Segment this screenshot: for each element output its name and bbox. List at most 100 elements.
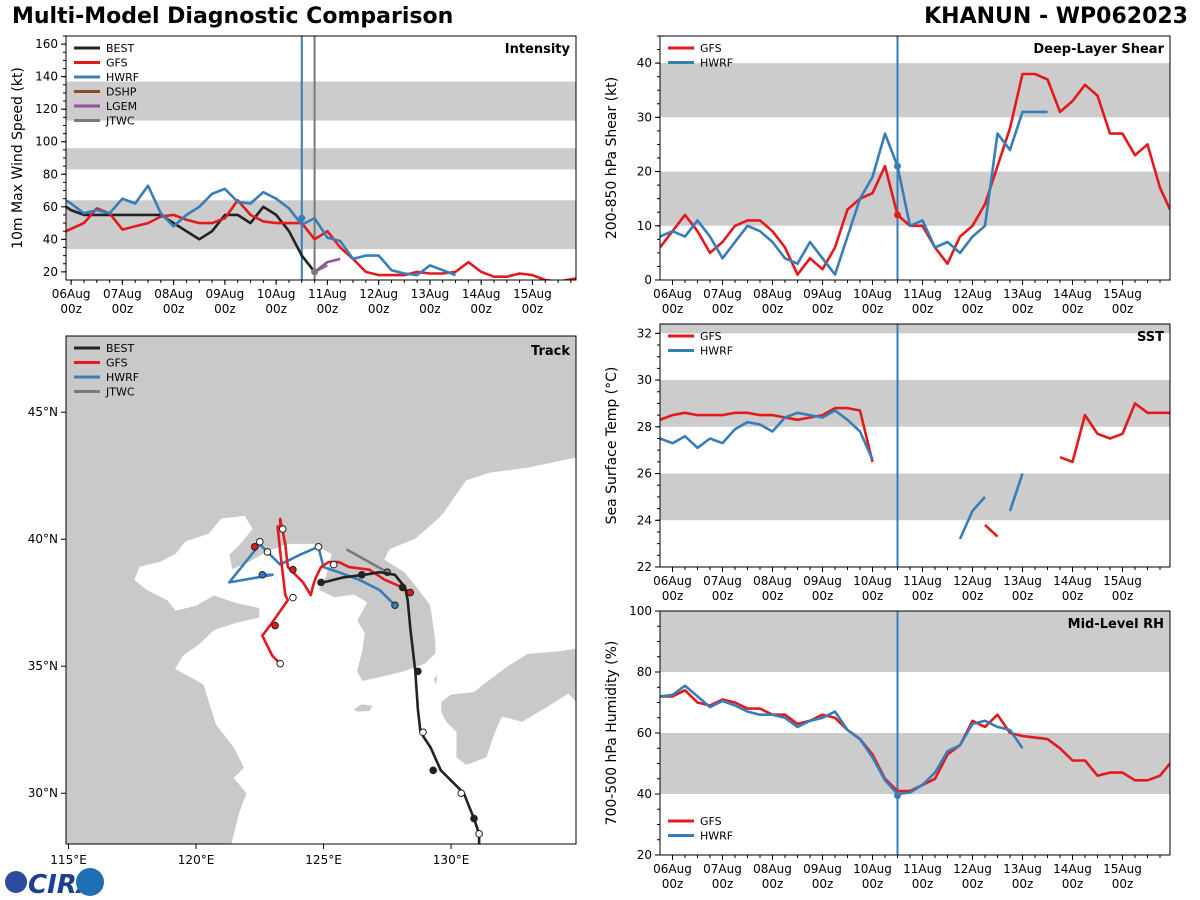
intensity-ytick-label: 120	[35, 102, 58, 116]
sst-xtick-label-date: 07Aug	[703, 574, 742, 588]
land-3	[432, 672, 439, 689]
shear-xtick-label-hour: 00z	[1112, 302, 1134, 316]
sst-xtick-label-hour: 00z	[712, 589, 734, 603]
intensity-xtick-label-date: 09Aug	[206, 287, 245, 301]
track-point-best	[419, 728, 427, 737]
sst-xtick-label-date: 12Aug	[953, 574, 992, 588]
cira-logo: CIRA	[5, 868, 104, 900]
shear-xtick-label-date: 07Aug	[703, 287, 742, 301]
shear-xtick-label-date: 08Aug	[753, 287, 792, 301]
intensity-xtick-label-hour: 00z	[368, 302, 390, 316]
rh-xtick-label-date: 09Aug	[803, 862, 842, 876]
track-point-hwrf	[391, 601, 399, 610]
rh-xtick-label-hour: 00z	[1012, 877, 1034, 891]
shear-xtick-label-date: 13Aug	[1003, 287, 1042, 301]
shear-marker-gfs	[894, 211, 901, 219]
shear-ytick-label: 0	[644, 273, 652, 287]
shear-xtick-label-hour: 00z	[662, 302, 684, 316]
sst-series-hwrf-0	[660, 409, 874, 461]
sst-xtick-label-hour: 00z	[862, 589, 884, 603]
intensity-xtick-label-hour: 00z	[419, 302, 441, 316]
sst-xtick-label-date: 08Aug	[753, 574, 792, 588]
shear-marker-hwrf	[894, 162, 901, 170]
intensity-xtick-label-date: 08Aug	[154, 287, 193, 301]
shear-ylabel: 200-850 hPa Shear (kt)	[604, 77, 620, 239]
sst-series-hwrf-1	[958, 496, 986, 540]
intensity-ytick-label: 60	[43, 200, 58, 214]
rh-title: Mid-Level RH	[1068, 617, 1164, 632]
rh-xtick-label-date: 08Aug	[753, 862, 792, 876]
sst-series-gfs-0	[660, 406, 874, 463]
intensity-band-1	[66, 148, 576, 170]
track-point-best	[457, 789, 466, 798]
land-1	[440, 647, 576, 766]
track-title: Track	[531, 344, 570, 359]
track-line-hwrf	[227, 542, 396, 607]
sst-xtick-label-date: 14Aug	[1053, 574, 1092, 588]
intensity-series-best-0	[66, 205, 316, 273]
shear-xtick-label-hour: 00z	[712, 302, 734, 316]
shear-band-1	[660, 63, 1170, 118]
track-legend-label-hwrf: HWRF	[106, 371, 139, 384]
sst-panel: 22242628303206Aug00z07Aug00z08Aug00z09Au…	[604, 323, 1171, 603]
sst-ytick-label: 32	[637, 326, 652, 340]
shear-ytick-label: 20	[637, 165, 652, 179]
rh-ytick-label: 40	[637, 787, 652, 801]
intensity-ylabel: 10m Max Wind Speed (kt)	[10, 67, 26, 249]
intensity-ytick-label: 20	[43, 265, 58, 279]
intensity-ytick-label: 40	[43, 232, 58, 246]
rh-legend-label-hwrf: HWRF	[700, 830, 733, 843]
sst-ytick-label: 30	[637, 373, 652, 387]
track-point-gfs	[289, 593, 297, 602]
sst-ytick-label: 28	[637, 420, 652, 434]
intensity-legend-label-gfs: GFS	[106, 57, 128, 70]
shear-xtick-label-hour: 00z	[762, 302, 784, 316]
shear-xtick-label-date: 14Aug	[1053, 287, 1092, 301]
track-point-best	[475, 830, 483, 838]
intensity-jtwc-marker	[311, 268, 319, 276]
rh-xtick-label-hour: 00z	[1062, 877, 1084, 891]
shear-xtick-label-hour: 00z	[812, 302, 834, 316]
storm-id: KHANUN - WP062023	[924, 4, 1188, 29]
rh-ytick-label: 100	[629, 604, 652, 618]
track-point-best	[429, 766, 438, 775]
shear-series-gfs-0	[660, 72, 1170, 276]
track-panel: 115°E 120°E 125°E 130°E 30°N 35°N 40°N 45°N Trac…	[28, 335, 577, 867]
track-point-gfs	[329, 560, 338, 569]
shear-panel: 01020304006Aug00z07Aug00z08Aug00z09Aug00…	[604, 35, 1171, 316]
sst-xtick-label-hour: 00z	[962, 589, 984, 603]
rh-plot-area	[660, 611, 1170, 855]
intensity-legend-label-jtwc: JTWC	[105, 115, 135, 128]
sst-series-hwrf-2	[1008, 473, 1024, 512]
track-point-best	[470, 814, 478, 823]
track-point-best	[317, 578, 325, 587]
intensity-xtick-label-date: 11Aug	[308, 287, 347, 301]
intensity-ytick-label: 160	[35, 37, 58, 51]
sst-band-2	[660, 324, 1170, 334]
rh-legend-label-gfs: GFS	[700, 815, 722, 828]
track-point-hwrf	[258, 570, 267, 579]
rh-xtick-label-date: 14Aug	[1053, 862, 1092, 876]
sst-xtick-label-hour: 00z	[1112, 589, 1134, 603]
shear-xtick-label-hour: 00z	[1012, 302, 1034, 316]
shear-ytick-label: 30	[637, 110, 652, 124]
sst-legend-label-gfs: GFS	[700, 330, 722, 343]
track-point-gfs	[271, 621, 279, 630]
sst-xtick-label-hour: 00z	[812, 589, 834, 603]
rh-band-0	[660, 733, 1170, 794]
shear-xtick-label-date: 06Aug	[653, 287, 692, 301]
intensity-xtick-label-date: 15Aug	[513, 287, 552, 301]
sst-xtick-label-hour: 00z	[912, 589, 934, 603]
track-ytick-label: 30°N	[28, 786, 58, 800]
intensity-xtick-label-date: 07Aug	[103, 287, 142, 301]
rh-xtick-label-hour: 00z	[912, 877, 934, 891]
sst-band-0	[660, 473, 1170, 521]
intensity-xtick-label-hour: 00z	[60, 302, 82, 316]
rh-xtick-label-hour: 00z	[812, 877, 834, 891]
shear-legend-label-gfs: GFS	[700, 42, 722, 55]
intensity-legend-label-dshp: DSHP	[106, 86, 137, 99]
track-point-gfs	[406, 588, 415, 597]
rh-panel: 2040608010006Aug00z07Aug00z08Aug00z09Aug…	[604, 604, 1171, 891]
intensity-xtick-label-hour: 00z	[112, 302, 134, 316]
